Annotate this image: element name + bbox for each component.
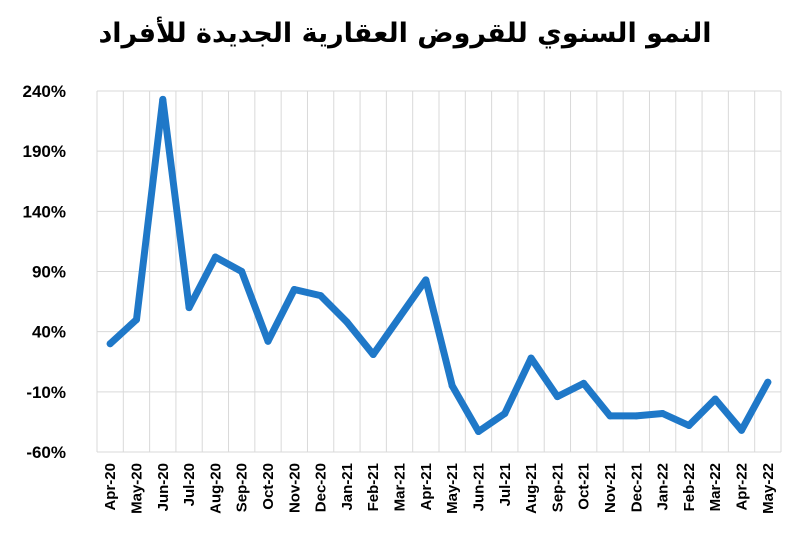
y-tick-label: 140% [23,202,66,221]
data-point [264,337,272,345]
data-point [238,268,246,275]
x-tick-label: Apr-20 [102,463,119,511]
x-tick-label: Sep-20 [234,463,251,512]
data-point [422,276,430,284]
x-tick-label: Aug-21 [523,463,540,514]
data-point [369,351,377,359]
data-point [317,292,325,300]
data-point [159,95,167,103]
y-tick-label: 40% [32,323,66,342]
x-axis-tick-labels: Apr-20 May-20 Jun-20 Jul-20 Aug-20 Sep-20 Oct-… [102,463,777,514]
x-tick-label: Jul-20 [181,463,198,506]
data-point [474,428,482,436]
x-tick-label: May-22 [760,463,777,514]
data-point [711,395,719,403]
data-point [738,426,746,434]
data-point [290,286,298,294]
data-point [764,378,772,386]
x-tick-label: Feb-22 [681,463,698,511]
x-tick-label: Aug-20 [207,463,224,514]
y-tick-label: 190% [23,142,66,161]
x-tick-label: Oct-20 [260,463,277,510]
data-point [343,318,351,326]
x-tick-label: Mar-22 [707,463,724,511]
x-tick-label: Jan-22 [655,463,672,511]
data-point [553,393,561,401]
data-point [211,253,219,261]
series-line [106,95,772,435]
x-tick-label: Feb-21 [365,463,382,511]
chart-title: النمو السنوي للقروض العقارية الجديدة للأ… [98,16,711,49]
grid [96,90,782,453]
data-point [448,382,456,390]
data-point [606,412,614,420]
x-tick-label: Jul-21 [497,463,514,506]
series-layer [106,95,772,436]
data-point [106,340,114,348]
x-tick-label: May-20 [128,463,145,514]
data-point [527,354,535,362]
x-tick-label: Jan-21 [339,463,356,511]
data-point [132,316,140,324]
x-tick-label: Nov-20 [286,463,303,513]
x-tick-label: Jun-21 [470,463,487,511]
y-tick-label: 240% [23,82,66,101]
data-point [185,304,193,312]
x-tick-label: Dec-20 [313,463,330,512]
x-tick-label: Apr-21 [418,463,435,511]
x-tick-label: Sep-21 [549,463,566,512]
x-tick-label: Oct-21 [576,463,593,510]
x-tick-label: May-21 [444,463,461,514]
x-tick-label: Mar-21 [392,463,409,511]
x-tick-label: Nov-21 [602,463,619,513]
data-point [396,313,404,321]
data-point [501,409,509,417]
y-tick-label: -10% [26,383,66,402]
x-tick-label: Apr-22 [734,463,751,511]
y-axis-tick-labels: 240% 190% 140% 90% 40% -10% -60% [23,82,66,462]
y-tick-label: -60% [26,443,66,462]
x-tick-label: Dec-21 [628,463,645,512]
data-point [659,409,667,417]
x-tick-label: Jun-20 [155,463,172,511]
data-point [685,422,693,430]
data-point [580,379,588,387]
y-tick-label: 90% [32,263,66,282]
data-point [632,412,640,420]
